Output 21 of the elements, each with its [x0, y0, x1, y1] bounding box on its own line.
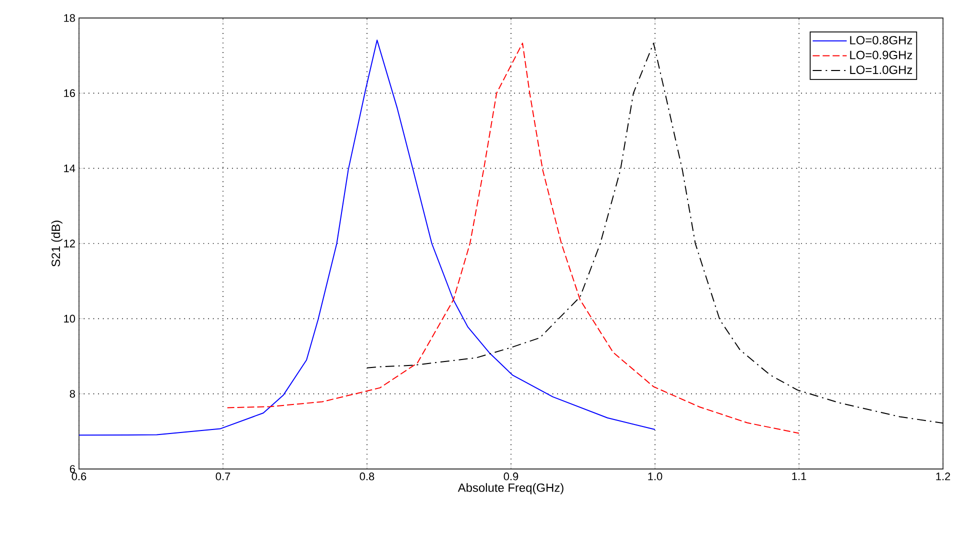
line-series	[79, 40, 656, 436]
legend-label: LO=1.0GHz	[850, 66, 912, 74]
x-tick-label: 0.8	[360, 472, 374, 480]
y-tick-label: 18	[64, 14, 75, 22]
x-tick-label: 1.2	[936, 472, 950, 480]
x-tick-label: 0.7	[216, 472, 230, 480]
y-axis-title: S21 (dB)	[51, 220, 62, 267]
x-tick-label: 1.1	[792, 472, 806, 480]
y-tick-label: 16	[64, 89, 75, 98]
y-tick-label: 10	[64, 314, 76, 323]
x-tick-label: 0.6	[72, 472, 86, 480]
x-tick-label: 0.9	[504, 472, 518, 480]
y-tick-label: 6	[70, 465, 75, 473]
line-series	[226, 42, 800, 434]
legend-label: LO=0.9GHz	[850, 50, 912, 60]
x-axis-title: Absolute Freq(GHz)	[458, 483, 564, 494]
y-tick-label: 14	[64, 164, 76, 172]
y-tick-label: 8	[70, 390, 75, 398]
x-tick-label: 1.0	[648, 472, 662, 480]
legend-label: LO=0.8GHz	[850, 36, 912, 44]
y-tick-label: 12	[64, 240, 75, 248]
